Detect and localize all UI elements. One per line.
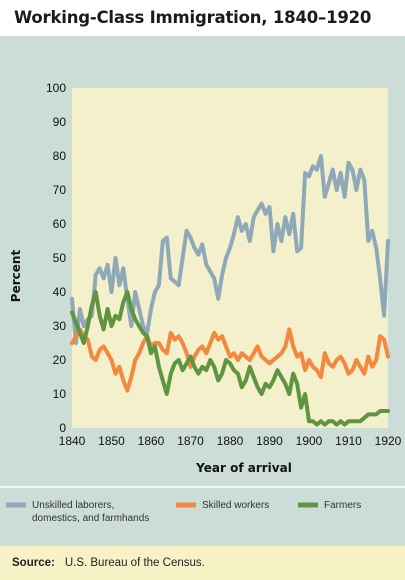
- x-tick-label: 1860: [138, 434, 165, 448]
- source-text: U.S. Bureau of the Census.: [64, 557, 205, 569]
- series-line-skilled-workers: [70, 327, 390, 393]
- legend-label-skilled-workers: Skilled workers: [202, 500, 269, 511]
- chart-title: Working-Class Immigration, 1840–1920: [0, 0, 405, 36]
- y-tick-label: 100: [46, 81, 66, 95]
- x-tick-label: 1890: [256, 434, 283, 448]
- y-tick-label: 90: [53, 115, 67, 129]
- source-label: Source:: [12, 557, 55, 569]
- y-tick-label: 20: [53, 353, 67, 367]
- y-tick-label: 40: [53, 285, 67, 299]
- x-tick-label: 1850: [98, 434, 125, 448]
- y-tick-label: 60: [53, 217, 67, 231]
- y-tick-label: 70: [53, 183, 67, 197]
- x-tick-label: 1910: [335, 434, 362, 448]
- series-line-unskilled-laborers: [70, 154, 390, 345]
- x-tick-label: 1920: [375, 434, 402, 448]
- plot-area: [72, 88, 388, 428]
- y-axis-ticks: 0 10 20 30 40 50 60 70 80 90 100: [46, 81, 66, 435]
- legend-label-farmers: Farmers: [324, 500, 361, 511]
- y-tick-label: 80: [53, 149, 67, 163]
- y-axis-title: Percent: [9, 250, 23, 303]
- y-tick-label: 0: [59, 421, 66, 435]
- x-axis-title: Year of arrival: [195, 461, 292, 475]
- legend-label-unskilled-laborers: Unskilled laborers, domestics, and farmha…: [32, 500, 149, 524]
- x-tick-label: 1900: [296, 434, 323, 448]
- x-tick-label: 1840: [59, 434, 86, 448]
- series-lines: [70, 154, 390, 427]
- y-tick-label: 30: [53, 319, 67, 333]
- x-tick-label: 1880: [217, 434, 244, 448]
- series-line-farmers: [70, 290, 390, 427]
- x-axis-ticks: 1840 1850 1860 1870 1880 1890 1900 1910 1920: [59, 434, 402, 448]
- x-tick-label: 1870: [177, 434, 204, 448]
- source-note: Source: U.S. Bureau of the Census.: [0, 546, 405, 580]
- legend: Unskilled laborers, domestics, and farmha…: [6, 500, 361, 524]
- y-tick-label: 50: [53, 251, 67, 265]
- y-tick-label: 10: [53, 387, 67, 401]
